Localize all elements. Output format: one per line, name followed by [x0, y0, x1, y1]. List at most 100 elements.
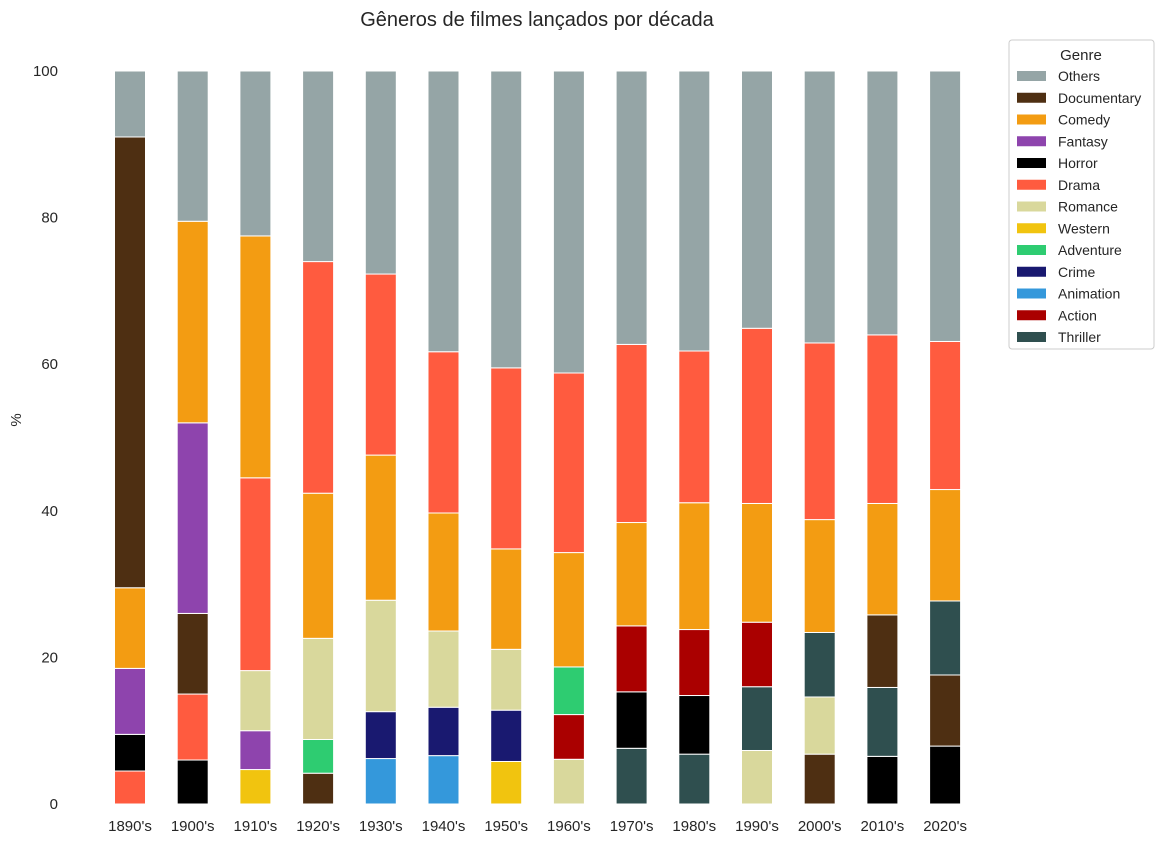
bar-segment-western: [490, 760, 523, 805]
bar-segment-others: [866, 70, 899, 336]
bar-segment-romance: [302, 637, 335, 740]
legend-item-label: Crime: [1058, 264, 1096, 280]
bar-segment-crime: [427, 706, 460, 757]
bar-segment-drama: [302, 261, 335, 494]
x-tick-label: 1910's: [234, 818, 278, 835]
x-tick-label: 1930's: [359, 818, 403, 835]
x-tick-label: 1890's: [108, 818, 152, 835]
bar-segment-comedy: [615, 522, 648, 627]
bar-segment-adventure: [302, 738, 335, 774]
bar-segment-thriller: [678, 753, 711, 805]
x-tick-label: 1980's: [672, 818, 716, 835]
bar-segment-comedy: [552, 552, 585, 668]
bar-segment-drama: [678, 350, 711, 504]
legend-item-label: Thriller: [1058, 329, 1101, 345]
bar-segment-romance: [364, 599, 397, 713]
y-tick-label: 40: [41, 503, 58, 520]
legend-item-label: Others: [1058, 68, 1100, 84]
chart-title: Gêneros de filmes lançados por década: [360, 9, 714, 31]
y-axis-label: %: [8, 413, 25, 426]
bar-segment-comedy: [302, 492, 335, 639]
bar-segment-thriller: [866, 686, 899, 757]
legend-item-label: Western: [1058, 220, 1110, 236]
bar-segment-action: [741, 621, 773, 688]
bar-segment-action: [552, 714, 585, 760]
legend-item-label: Adventure: [1058, 242, 1122, 258]
bar-segment-fantasy: [176, 422, 209, 614]
bar-segment-crime: [364, 711, 397, 760]
bar-segment-western: [239, 769, 272, 805]
bar-segment-romance: [741, 749, 773, 805]
bar-segment-romance: [239, 670, 272, 732]
bar-segment-comedy: [427, 512, 460, 632]
bar-segment-comedy: [678, 502, 711, 631]
legend-swatch: [1017, 71, 1046, 81]
bar-segment-animation: [364, 758, 397, 805]
legend-swatch: [1017, 136, 1046, 147]
bar-segment-fantasy: [114, 667, 146, 735]
bar-segment-comedy: [490, 548, 523, 650]
x-tick-label: 1900's: [171, 818, 215, 835]
bar-segment-others: [678, 70, 711, 352]
bar-segment-comedy: [866, 502, 899, 616]
legend: Genre Others Documentary Comedy Fantasy Horr…: [1008, 39, 1155, 350]
y-tick-label: 20: [41, 649, 58, 666]
legend-item-label: Romance: [1058, 199, 1118, 215]
bar-segment-documentary: [176, 612, 209, 695]
x-tick-label: 1960's: [547, 818, 591, 835]
legend-swatch: [1017, 332, 1046, 342]
y-tick-label: 60: [41, 356, 58, 373]
bar-segment-drama: [615, 343, 648, 524]
bar-segment-drama: [427, 351, 460, 514]
bar-segment-crime: [490, 709, 523, 762]
bar-segment-thriller: [929, 600, 962, 676]
bar-segment-documentary: [866, 614, 899, 688]
bar-segment-drama: [741, 327, 773, 504]
bar-segment-drama: [552, 372, 585, 554]
bar-segment-drama: [490, 367, 523, 550]
bar-segment-documentary: [929, 674, 962, 747]
bar-segment-animation: [427, 755, 460, 805]
x-axis-ticks: 1890's 1900's 1910's 1920's 1930's 1940's 1950…: [108, 818, 967, 835]
x-tick-label: 2000's: [798, 818, 842, 835]
bar-segment-others: [364, 70, 397, 275]
bar-segment-drama: [239, 477, 272, 672]
x-tick-label: 1950's: [484, 818, 528, 835]
bar-segment-horror: [176, 759, 209, 805]
bar-segment-comedy: [803, 519, 836, 633]
bar-segment-others: [615, 70, 648, 345]
bar-segment-drama: [364, 273, 397, 456]
legend-swatch: [1017, 223, 1046, 234]
legend-swatch: [1017, 179, 1046, 190]
bar-segment-others: [490, 70, 523, 369]
bar-segment-romance: [803, 696, 836, 755]
legend-swatch: [1017, 114, 1046, 125]
bar-segment-drama: [803, 342, 836, 521]
bar-segment-comedy: [239, 235, 272, 479]
bar-segment-comedy: [176, 220, 209, 424]
legend-item-label: Horror: [1058, 155, 1098, 171]
y-axis-ticks: 0 20 40 60 80 100: [33, 63, 58, 813]
bar-segment-comedy: [929, 489, 962, 602]
legend-item-label: Comedy: [1058, 112, 1110, 128]
bar-segment-thriller: [615, 747, 648, 805]
bar-segment-comedy: [741, 502, 773, 623]
x-tick-label: 1920's: [296, 818, 340, 835]
bar-segment-drama: [114, 770, 146, 805]
legend-item-label: Fantasy: [1058, 133, 1108, 149]
legend-item-label: Animation: [1058, 286, 1120, 302]
bar-segment-comedy: [364, 454, 397, 601]
bar-segment-action: [615, 625, 648, 693]
bar-segment-drama: [176, 693, 209, 761]
bar-segment-others: [552, 70, 585, 374]
bar-segment-horror: [678, 695, 711, 755]
bar-segment-others: [741, 70, 773, 329]
bar-segment-horror: [114, 733, 146, 772]
bar-segment-others: [803, 70, 836, 344]
bar-segment-others: [302, 70, 335, 263]
bar-segment-fantasy: [239, 730, 272, 771]
bars: [114, 70, 962, 805]
y-tick-label: 100: [33, 63, 58, 80]
bar-segment-thriller: [803, 631, 836, 698]
